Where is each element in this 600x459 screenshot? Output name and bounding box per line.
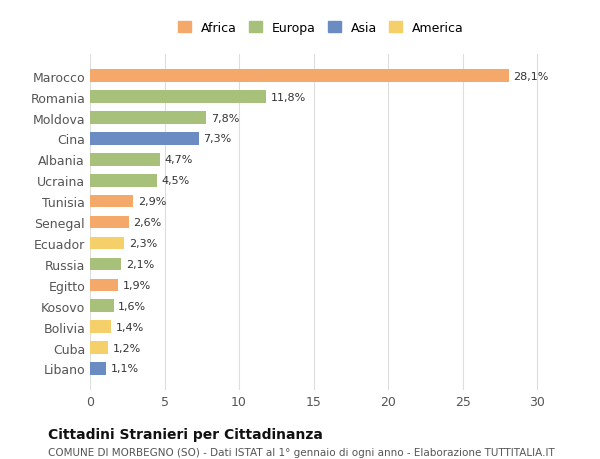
Bar — [90, 196, 133, 208]
Text: 2,9%: 2,9% — [137, 197, 166, 207]
Text: 7,3%: 7,3% — [203, 134, 232, 144]
Text: 4,5%: 4,5% — [161, 176, 190, 186]
Text: 2,6%: 2,6% — [133, 218, 161, 228]
Text: 7,8%: 7,8% — [211, 113, 239, 123]
Text: 11,8%: 11,8% — [271, 92, 305, 102]
Bar — [90, 91, 266, 104]
Bar — [90, 363, 106, 375]
Bar — [90, 279, 118, 291]
Text: 1,1%: 1,1% — [111, 364, 139, 374]
Text: 1,2%: 1,2% — [112, 343, 140, 353]
Bar — [90, 216, 129, 229]
Bar — [90, 300, 114, 312]
Bar — [90, 321, 111, 333]
Text: 28,1%: 28,1% — [513, 72, 548, 82]
Text: 2,3%: 2,3% — [129, 239, 157, 248]
Bar — [90, 237, 124, 250]
Bar — [90, 133, 199, 146]
Legend: Africa, Europa, Asia, America: Africa, Europa, Asia, America — [175, 18, 467, 38]
Bar — [90, 341, 108, 354]
Text: 1,4%: 1,4% — [115, 322, 143, 332]
Bar — [90, 154, 160, 166]
Bar — [90, 112, 206, 124]
Text: 1,6%: 1,6% — [118, 301, 146, 311]
Text: 4,7%: 4,7% — [164, 155, 193, 165]
Text: 1,9%: 1,9% — [123, 280, 151, 290]
Bar — [90, 70, 509, 83]
Text: 2,1%: 2,1% — [126, 259, 154, 269]
Text: COMUNE DI MORBEGNO (SO) - Dati ISTAT al 1° gennaio di ogni anno - Elaborazione T: COMUNE DI MORBEGNO (SO) - Dati ISTAT al … — [48, 448, 555, 458]
Text: Cittadini Stranieri per Cittadinanza: Cittadini Stranieri per Cittadinanza — [48, 427, 323, 441]
Bar — [90, 258, 121, 271]
Bar — [90, 174, 157, 187]
